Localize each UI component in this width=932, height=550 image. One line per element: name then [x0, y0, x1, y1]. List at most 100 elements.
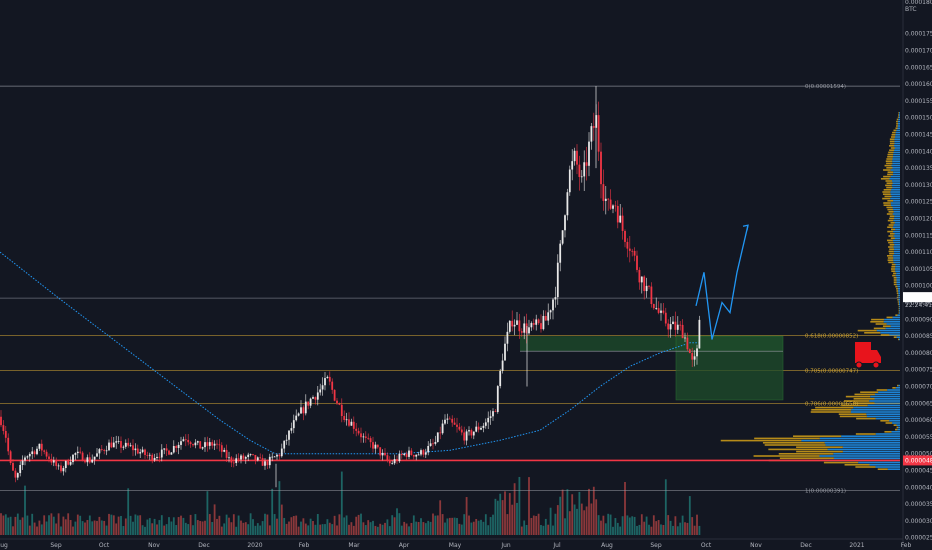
vp-bar-sell — [884, 195, 892, 198]
volume-bar — [187, 524, 190, 535]
volume-bar — [345, 515, 348, 535]
vp-bar-sell — [889, 252, 895, 255]
volume-bar — [192, 525, 194, 535]
vp-bar-sell — [888, 211, 894, 213]
candle-body — [336, 400, 338, 404]
volume-bar — [628, 517, 631, 535]
candle-body — [448, 418, 451, 420]
projection-line[interactable] — [695, 225, 749, 340]
volume-bar — [631, 516, 634, 535]
volume-bar — [525, 525, 528, 535]
vp-bar-buy — [850, 411, 900, 413]
vp-bar-sell — [841, 404, 868, 407]
time-tick-label: Mar — [348, 542, 360, 549]
volume-bar — [232, 514, 235, 535]
zone-box[interactable] — [675, 335, 784, 401]
candle-body — [422, 450, 425, 455]
volume-bar — [427, 520, 430, 535]
volume-bar — [26, 515, 29, 535]
vp-bar-sell — [883, 169, 891, 171]
fib-level-label: 0(0.00001594) — [805, 84, 846, 90]
truck-wheel — [872, 361, 880, 369]
candle-body — [405, 453, 408, 457]
volume-bar — [244, 522, 247, 535]
volume-bar — [619, 526, 622, 535]
candle-body — [244, 457, 247, 459]
volume-bar — [343, 517, 346, 535]
vp-bar-buy — [896, 272, 900, 275]
vp-bar-buy — [899, 307, 900, 310]
vp-bar-buy — [825, 444, 900, 446]
candle-body — [652, 304, 655, 309]
volume-bar — [535, 516, 538, 535]
volume-bar — [254, 525, 257, 535]
volume-bar — [484, 514, 487, 535]
volume-bar — [213, 504, 216, 535]
candle-body — [350, 421, 353, 426]
volume-bar — [424, 523, 427, 535]
volume-bar — [314, 524, 317, 535]
green-zone[interactable] — [520, 335, 784, 401]
volume-bar — [379, 523, 382, 535]
volume-bar — [590, 503, 593, 535]
volume-bar — [240, 520, 242, 535]
volume-bar — [597, 515, 600, 535]
projection-path[interactable] — [695, 224, 749, 340]
volume-bar — [122, 526, 125, 535]
volume-bar — [415, 521, 418, 535]
volume-bar — [60, 526, 62, 535]
volume-bar — [177, 517, 180, 535]
volume-bar — [350, 522, 353, 535]
candle-body — [621, 215, 624, 231]
candle-body — [259, 457, 262, 459]
volume-bar — [172, 517, 175, 535]
candle-body — [158, 456, 161, 458]
volume-bar — [612, 526, 614, 535]
fib-level-label: 0.618(0.00000852) — [805, 333, 858, 339]
volume-bar — [91, 521, 94, 535]
volume-bar — [297, 526, 300, 535]
candle-body — [319, 389, 322, 393]
vp-bar-sell — [764, 444, 826, 446]
vp-bar-buy — [893, 200, 900, 202]
candle-body — [453, 422, 456, 425]
candle-body — [52, 460, 55, 463]
candle-body — [588, 141, 590, 166]
vp-bar-buy — [866, 413, 900, 415]
candle-body — [544, 315, 547, 321]
candle-body — [132, 445, 134, 451]
volume-bar — [175, 525, 178, 535]
volume-profile — [720, 112, 900, 470]
price-axis[interactable]: 0.00002000.00002500.00003000.00003500.00… — [902, 0, 932, 550]
volume-bar — [57, 513, 60, 535]
volume-bar — [184, 522, 187, 535]
candle-body — [472, 431, 475, 436]
vp-bar-buy — [891, 164, 900, 167]
candle-body — [499, 370, 502, 387]
time-axis[interactable]: Aug Sep Oct Nov Dec 2020 Feb Mar Apr May Jun Jul Aug… — [0, 538, 912, 549]
volume-bar — [667, 515, 670, 535]
candle-body — [482, 425, 485, 428]
volume-bar — [633, 516, 636, 535]
candle-body — [417, 454, 420, 456]
volume-bar — [144, 526, 146, 535]
vp-bar-sell — [889, 138, 895, 140]
vp-bar-buy — [892, 158, 900, 160]
vp-bar-buy — [870, 395, 900, 398]
candle-body — [408, 450, 410, 457]
vp-bar-buy — [842, 446, 900, 448]
volume-bar — [585, 506, 588, 535]
vp-bar-buy — [895, 131, 900, 134]
volume-bar — [621, 516, 624, 535]
vp-bar-buy — [898, 426, 900, 429]
candle-body — [302, 407, 305, 414]
volume-bar — [432, 513, 434, 535]
vp-bar-sell — [896, 296, 899, 299]
volume-bar — [218, 515, 221, 535]
candle-body — [223, 449, 226, 452]
